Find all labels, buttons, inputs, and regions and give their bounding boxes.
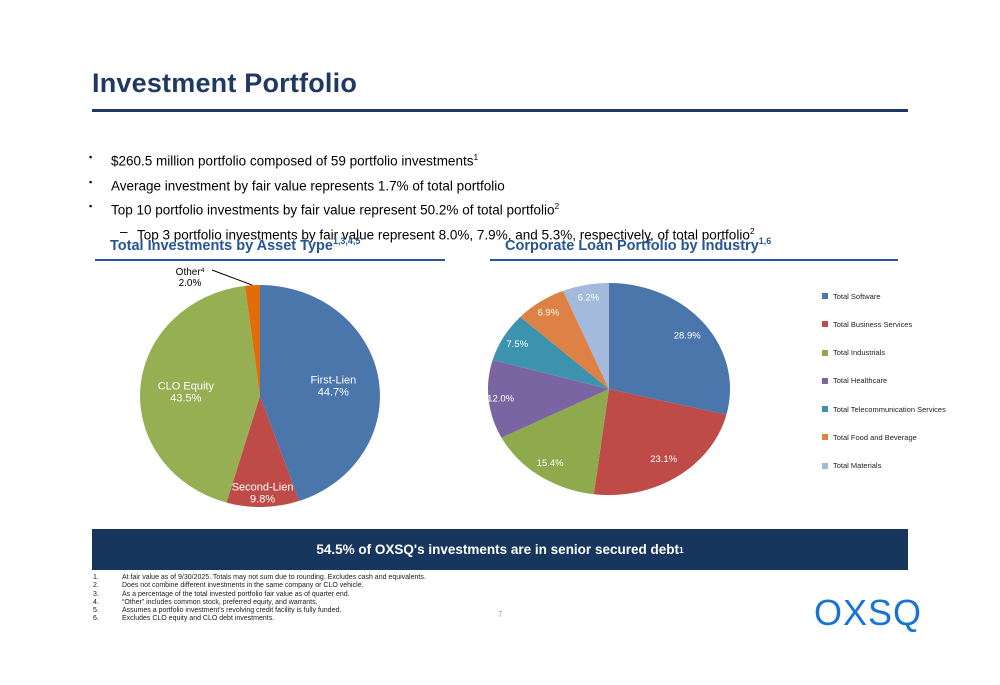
pie-slice-total-food-and-beverage [520,290,609,389]
bullet-sub-item: – Top 3 portfolio investments by fair va… [89,221,929,246]
bullet-list: ▪ $260.5 million portfolio composed of 5… [89,147,929,245]
bullet-text: Top 3 portfolio investments by fair valu… [137,225,755,243]
legend-item: Total Business Services [822,319,998,329]
legend-label: Total Business Services [833,319,913,329]
legend-swatch [822,406,828,413]
pie-label: CLO Equity 43.5% [158,381,215,405]
pie-slice-total-materials [563,282,609,389]
legend-swatch [822,377,828,384]
pie-label: 7.5% [506,339,528,350]
pie-slice-total-software [609,283,731,415]
chart-legend: Total Software Total Business Services T… [822,292,998,490]
legend-swatch [822,434,828,441]
footnote-ref: 1 [678,544,684,555]
pie-label: 15.4% [537,458,564,469]
pie-label: 6.2% [578,292,600,303]
pie-label: Second-Lien 9.8% [232,481,294,505]
pie-label: Other4 2.0% [176,267,205,289]
pie-label: 12.0% [487,394,514,405]
footnote-ref: 2 [749,225,755,236]
bullet-text: Average investment by fair value represe… [111,178,505,193]
legend-item: Total Healthcare [822,376,998,386]
pie-slice-second-lien [226,396,300,508]
footnote-ref: 1 [473,152,479,162]
footnote: 1. At fair value as of 9/30/2025. Totals … [93,574,426,581]
legend-label: Total Healthcare [833,376,888,386]
footnote: 3. As a percentage of the total invested … [93,590,350,598]
legend-label: Total Materials [833,461,882,471]
legend-swatch [822,462,828,469]
oxsq-logo: OXSQ [814,592,923,633]
pie-slice-total-industrials [501,389,609,495]
footnotes: 1. At fair value as of 9/30/2025. Totals … [93,574,653,624]
pie-slice-total-telecommunication-services [492,316,609,389]
footnote: 4. “Other” includes common stock, preferr… [93,598,318,606]
banner-senior-secured-debt: 54.5% of OXSQ's investments are in senio… [92,529,908,570]
chart-title-asset-type: Total Investments by Asset Type1,3,4,5 [95,236,445,261]
legend-item: Total Industrials [822,348,998,358]
legend-label: Total Software [833,291,881,301]
legend-swatch [822,349,828,356]
chart-title-industry: Corporate Loan Portfolio by Industry1,6 [490,236,898,261]
pie-slice-total-business-services [593,389,727,496]
legend-item: Total Food and Beverage [822,432,998,442]
bullet-marker: ▪ [89,152,93,162]
pie-label: 23.1% [650,454,677,465]
legend-item: Total Software [822,291,998,301]
legend-item: Total Telecommunication Services [822,404,998,414]
bullet-item: ▪ Average investment by fair value repre… [89,172,929,197]
bullet-marker: – [120,223,128,239]
bullet-marker: ▪ [89,176,93,187]
pie-label: First-Lien 44.7% [310,375,356,399]
pie-slice-total-healthcare [488,360,609,438]
pie-chart-asset-type: First-Lien 44.7% Second-Lien 9.8% CLO Equity… [140,267,380,508]
footnote: 6. Excludes CLO equity and CLO debt inves… [93,615,275,623]
footnote-ref: 1,3,4,5 [332,236,361,246]
bullet-text: Top 10 portfolio investments by fair val… [111,201,560,218]
bullet-text: $260.5 million portfolio composed of 59 … [111,152,479,169]
pie-label: 6.9% [537,307,559,318]
legend-label: Total Food and Beverage [833,432,917,442]
legend-swatch [822,321,828,328]
bullet-marker: ▪ [89,201,93,211]
bullet-item: ▪ $260.5 million portfolio composed of 5… [89,147,929,172]
footnote-ref: 1,6 [758,236,772,246]
page-title: Investment Portfolio [92,68,358,98]
pie-label: 28.9% [674,331,701,342]
legend-label: Total Telecommunication Services [833,404,946,414]
legend-item: Total Materials [822,461,998,471]
pie-slice-clo-equity [140,285,260,503]
footnote: 2. Does not combine different investments… [93,582,364,590]
pie-slice-other [245,285,260,396]
legend-swatch [822,293,828,299]
label-leader-line [211,269,253,286]
bullet-item: ▪ Top 10 portfolio investments by fair v… [89,196,929,221]
pie-slice-first-lien [260,285,380,501]
pie-chart-industry: 28.9% 23.1% 15.4% 12.0% 7.5% 6.9% 6.2% [487,282,731,496]
legend-label: Total Industrials [833,348,886,358]
footnote-ref: 2 [554,201,560,211]
page-number: 7 [498,610,503,619]
title-rule [92,109,908,112]
footnote: 5. Assumes a portfolio investment’s revol… [93,607,342,615]
